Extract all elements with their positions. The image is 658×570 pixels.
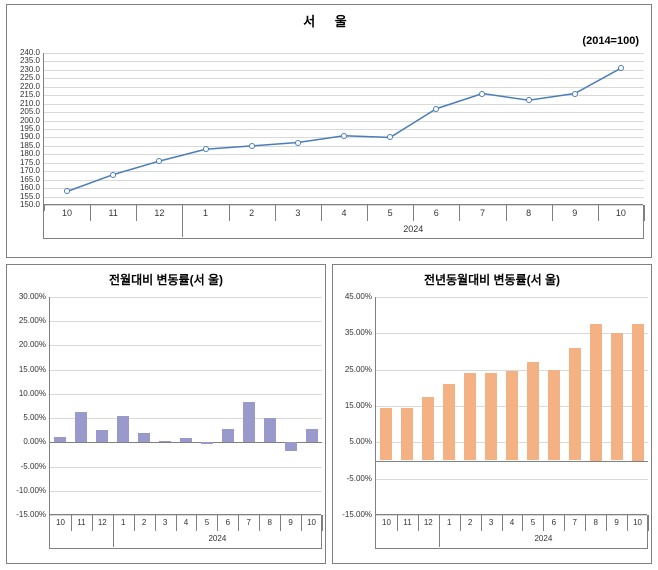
- chart-title: 서 울: [7, 11, 651, 30]
- chart-subnote: (2014=100): [582, 35, 639, 47]
- line-chart-plot: 150.0155.0160.0165.0170.0175.0180.0185.0…: [43, 53, 643, 205]
- yoy-change-bar-chart: 전년동월대비 변동률(서 울) -15.00%-5.00%5.00%15.00%…: [332, 264, 652, 564]
- mom-change-bar-chart: 전월대비 변동률(서 울) -15.00%-10.00%-5.00%0.00%5…: [6, 264, 326, 564]
- seoul-index-line-chart: 서 울 (2014=100) 150.0155.0160.0165.0170.0…: [6, 4, 652, 258]
- bar-chart-plot: -15.00%-5.00%5.00%15.00%25.00%35.00%45.0…: [375, 297, 647, 515]
- chart-title: 전월대비 변동률(서 울): [7, 271, 325, 288]
- chart-title: 전년동월대비 변동률(서 울): [333, 271, 651, 288]
- bar-chart-plot: -15.00%-10.00%-5.00%0.00%5.00%10.00%15.0…: [49, 297, 321, 515]
